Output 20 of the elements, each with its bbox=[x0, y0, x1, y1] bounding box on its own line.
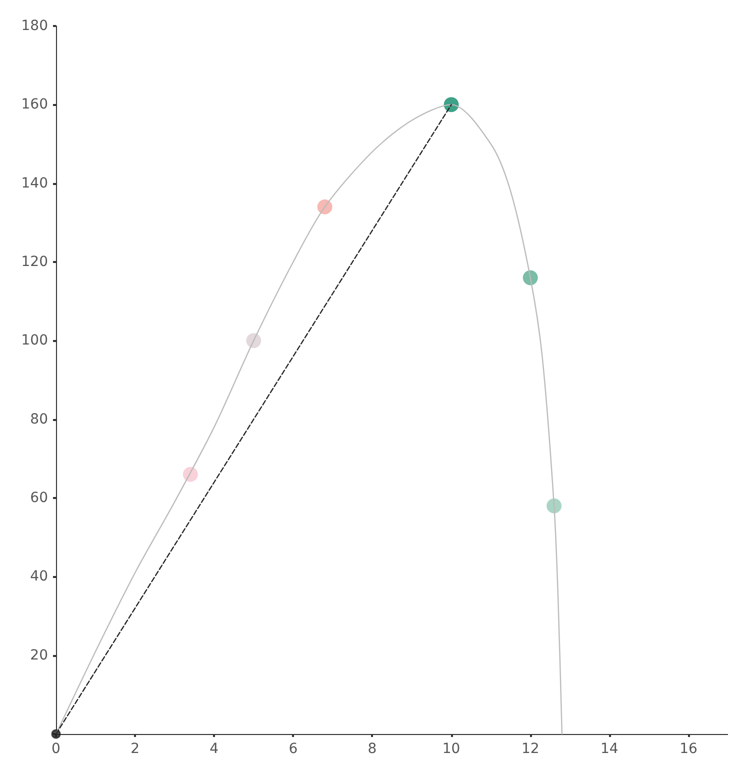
y-tick-label: 40 bbox=[30, 568, 48, 585]
point bbox=[51, 729, 61, 739]
x-tick-label: 14 bbox=[600, 741, 618, 757]
x-tick-label: 10 bbox=[442, 741, 460, 757]
y-tick-label: 140 bbox=[21, 175, 48, 192]
y-tick-label: 160 bbox=[21, 96, 48, 113]
y-tick-label: 60 bbox=[30, 490, 48, 506]
x-tick-label: 0 bbox=[52, 741, 60, 757]
y-tick-label: 80 bbox=[30, 411, 48, 428]
y-tick-label: 100 bbox=[21, 332, 48, 349]
x-tick-label: 12 bbox=[521, 741, 540, 757]
y-tick-label: 120 bbox=[21, 254, 48, 270]
point bbox=[182, 466, 198, 482]
x-tick-label: 4 bbox=[210, 741, 219, 757]
x-tick-label: 6 bbox=[288, 741, 298, 757]
y-tick-label: 20 bbox=[30, 647, 48, 664]
x-tick-label: 8 bbox=[368, 741, 377, 757]
x-tick-label: 16 bbox=[680, 741, 698, 757]
x-tick-label: 2 bbox=[130, 741, 140, 757]
y-tick-label: 180 bbox=[21, 18, 48, 34]
